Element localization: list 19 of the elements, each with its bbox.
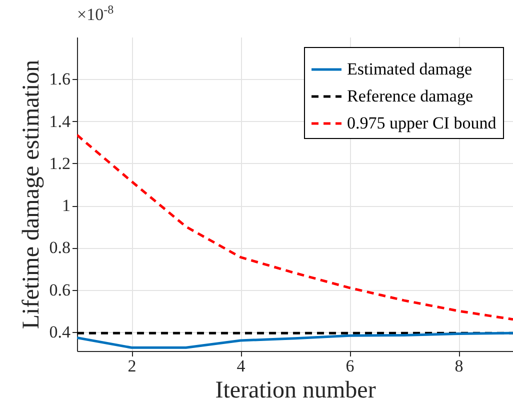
- y-tick-label: 1.6: [49, 70, 70, 89]
- y-tick-label: 1: [62, 196, 70, 216]
- x-tick-label: 4: [236, 356, 246, 376]
- legend-label: Reference damage: [347, 86, 473, 106]
- y-tick-label: 1.2: [49, 154, 70, 173]
- y-tick-label: 1.4: [49, 112, 71, 131]
- x-axis-title: Iteration number: [215, 378, 376, 404]
- text: ×10$^{-8}$: [77, 2, 114, 24]
- x-tick-label: 6: [346, 356, 354, 376]
- y-tick-label: 0.6: [49, 280, 70, 300]
- legend-label: 0.975 upper CI bound: [347, 114, 497, 132]
- x-tick-label: 8: [454, 356, 464, 376]
- line-series: [77, 332, 513, 349]
- line-series: [77, 134, 513, 321]
- y-tick-label: 0.8: [49, 238, 70, 258]
- y-axis-title: Lifetime damage estimation: [18, 60, 44, 330]
- legend-label: Estimated damage: [347, 60, 472, 78]
- x-tick-label: 2: [128, 356, 136, 376]
- y-tick-label: 0.4: [49, 322, 71, 342]
